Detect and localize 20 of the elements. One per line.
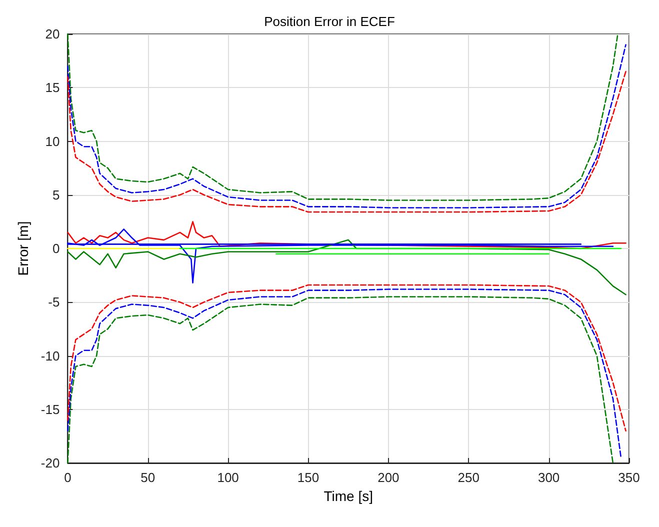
x-tick-label: 150: [297, 470, 320, 485]
y-tick-label: -15: [40, 402, 60, 417]
y-tick-label: 20: [45, 26, 60, 42]
x-tick-label: 300: [538, 470, 560, 485]
x-axis-title: Time [s]: [324, 488, 373, 504]
y-tick-label: 10: [45, 134, 60, 149]
y-axis-title: Error [m]: [15, 221, 31, 276]
x-tick-label: 100: [217, 470, 239, 485]
x-tick-label: 200: [378, 470, 400, 485]
y-tick-label: -5: [48, 294, 60, 310]
x-tick-label: 350: [618, 470, 640, 485]
y-tick-label: 15: [45, 80, 60, 96]
y-tick-label: 5: [52, 187, 60, 202]
x-tick-label: 50: [140, 470, 156, 485]
y-tick-label: 0: [52, 241, 60, 256]
x-tick-label: 0: [64, 470, 72, 485]
y-tick-label: -20: [40, 456, 60, 470]
y-tick-label: -10: [40, 348, 60, 364]
x-tick-label: 250: [458, 470, 480, 485]
chart-title: Position Error in ECEF: [264, 14, 395, 29]
